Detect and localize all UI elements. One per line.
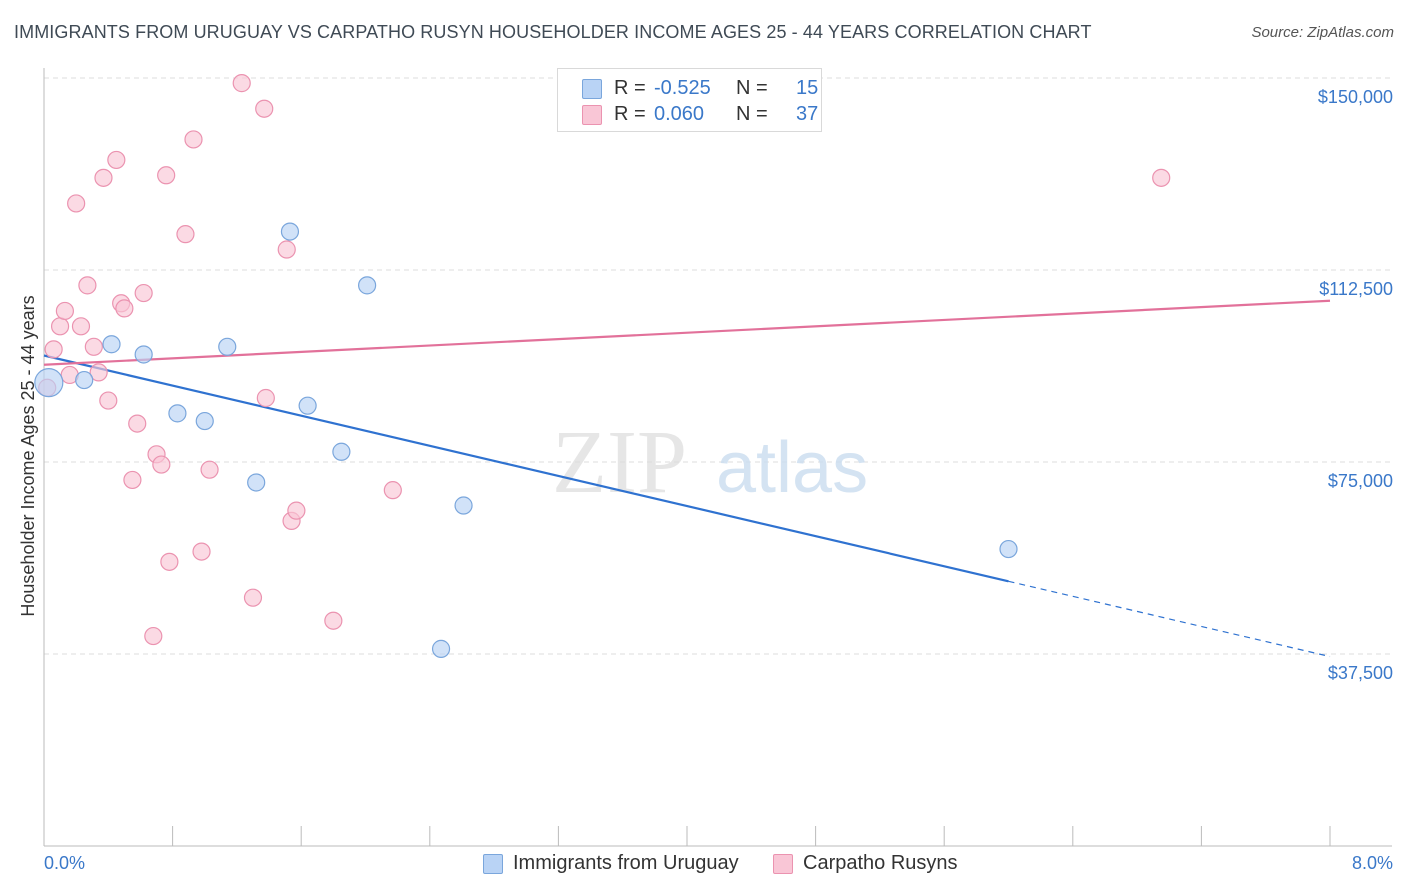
data-point-uruguay bbox=[298, 396, 317, 415]
data-point-rusyn bbox=[324, 611, 343, 630]
data-point-uruguay bbox=[358, 276, 377, 295]
data-point-rusyn bbox=[107, 150, 126, 170]
y-tick-label: $37,500 bbox=[1328, 663, 1393, 683]
data-point-rusyn bbox=[383, 481, 402, 500]
legend-r-label: R = bbox=[614, 103, 646, 125]
y-axis-title: Householder Income Ages 25 - 44 years bbox=[18, 295, 38, 616]
data-point-rusyn bbox=[176, 225, 195, 244]
data-point-rusyn bbox=[200, 460, 219, 479]
trend-line-extension-uruguay bbox=[1008, 580, 1331, 658]
legend-r-label: R = bbox=[614, 77, 646, 99]
data-point-rusyn bbox=[128, 414, 147, 433]
correlation-legend: R = -0.525 N = 15 R = 0.060 N = 37 bbox=[557, 68, 822, 132]
data-point-uruguay bbox=[454, 496, 473, 515]
data-point-uruguay bbox=[332, 442, 351, 461]
legend-swatch-rusyn bbox=[582, 105, 602, 125]
y-tick-label: $150,000 bbox=[1318, 87, 1393, 107]
data-points bbox=[34, 74, 1171, 658]
data-point-rusyn bbox=[123, 470, 142, 490]
data-point-uruguay bbox=[247, 473, 266, 492]
source-label: Source: ZipAtlas.com bbox=[1251, 24, 1394, 41]
data-point-rusyn bbox=[50, 317, 70, 336]
trend-line-rusyn bbox=[43, 299, 1331, 366]
axis-labels: $37,500 $75,000 $112,500 $150,000 0.0% 8.0% Ho… bbox=[18, 87, 1393, 873]
y-tick-label: $75,000 bbox=[1328, 471, 1393, 491]
data-point-uruguay bbox=[102, 335, 121, 354]
watermark: ZIP atlas bbox=[552, 413, 868, 512]
data-point-rusyn bbox=[99, 391, 118, 410]
data-point-uruguay bbox=[195, 411, 214, 431]
x-tick-label-max: 8.0% bbox=[1352, 853, 1393, 873]
chart-title: IMMIGRANTS FROM URUGUAY VS CARPATHO RUSY… bbox=[14, 22, 1092, 42]
data-point-rusyn bbox=[277, 240, 296, 259]
trend-lines bbox=[43, 299, 1331, 658]
data-point-rusyn bbox=[152, 455, 171, 474]
data-point-rusyn bbox=[287, 501, 306, 520]
data-point-rusyn bbox=[1152, 168, 1171, 187]
data-point-uruguay bbox=[134, 345, 153, 364]
data-point-rusyn bbox=[94, 168, 113, 187]
data-point-rusyn bbox=[232, 74, 251, 93]
data-point-rusyn bbox=[134, 283, 153, 303]
data-point-rusyn bbox=[115, 299, 134, 318]
watermark-zip: ZIP bbox=[552, 413, 687, 512]
bottom-legend-swatch-uruguay bbox=[483, 854, 503, 874]
legend-r-value-uruguay: -0.525 bbox=[654, 77, 711, 99]
data-point-uruguay bbox=[75, 370, 94, 390]
axes bbox=[43, 68, 1392, 847]
data-point-rusyn bbox=[160, 552, 179, 571]
data-point-rusyn bbox=[255, 99, 274, 118]
data-point-rusyn bbox=[184, 130, 203, 149]
data-point-uruguay bbox=[168, 404, 187, 423]
data-point-rusyn bbox=[84, 337, 103, 356]
bottom-legend-swatch-rusyn bbox=[773, 854, 793, 874]
data-point-uruguay bbox=[280, 222, 300, 241]
bottom-legend-label-rusyn: Carpatho Rusyns bbox=[803, 852, 958, 874]
data-point-rusyn bbox=[89, 363, 108, 382]
legend-n-value-rusyn: 37 bbox=[796, 103, 819, 125]
data-point-rusyn bbox=[78, 276, 97, 295]
data-point-rusyn bbox=[144, 626, 163, 646]
data-point-uruguay bbox=[999, 539, 1018, 559]
data-point-uruguay bbox=[34, 368, 64, 398]
legend-n-label: N = bbox=[736, 77, 768, 99]
data-point-rusyn bbox=[256, 388, 275, 408]
data-point-rusyn bbox=[192, 542, 211, 561]
trend-line-uruguay bbox=[43, 354, 1009, 583]
gridlines bbox=[44, 77, 1392, 655]
bottom-legend-label-uruguay: Immigrants from Uruguay bbox=[513, 852, 739, 874]
legend-swatch-uruguay bbox=[582, 79, 602, 99]
data-point-rusyn bbox=[67, 194, 86, 213]
watermark-atlas: atlas bbox=[716, 428, 868, 508]
data-point-rusyn bbox=[55, 301, 74, 321]
data-point-rusyn bbox=[243, 588, 263, 607]
legend-r-value-rusyn: 0.060 bbox=[654, 103, 705, 125]
x-tick-label-min: 0.0% bbox=[44, 853, 85, 873]
legend-n-label: N = bbox=[736, 103, 768, 125]
data-point-uruguay bbox=[431, 639, 451, 658]
data-point-rusyn bbox=[71, 317, 91, 336]
y-tick-label: $112,500 bbox=[1319, 279, 1393, 299]
legend-n-value-uruguay: 15 bbox=[796, 77, 819, 99]
data-point-rusyn bbox=[157, 166, 176, 185]
data-point-uruguay bbox=[218, 337, 237, 356]
data-point-rusyn bbox=[44, 340, 63, 359]
